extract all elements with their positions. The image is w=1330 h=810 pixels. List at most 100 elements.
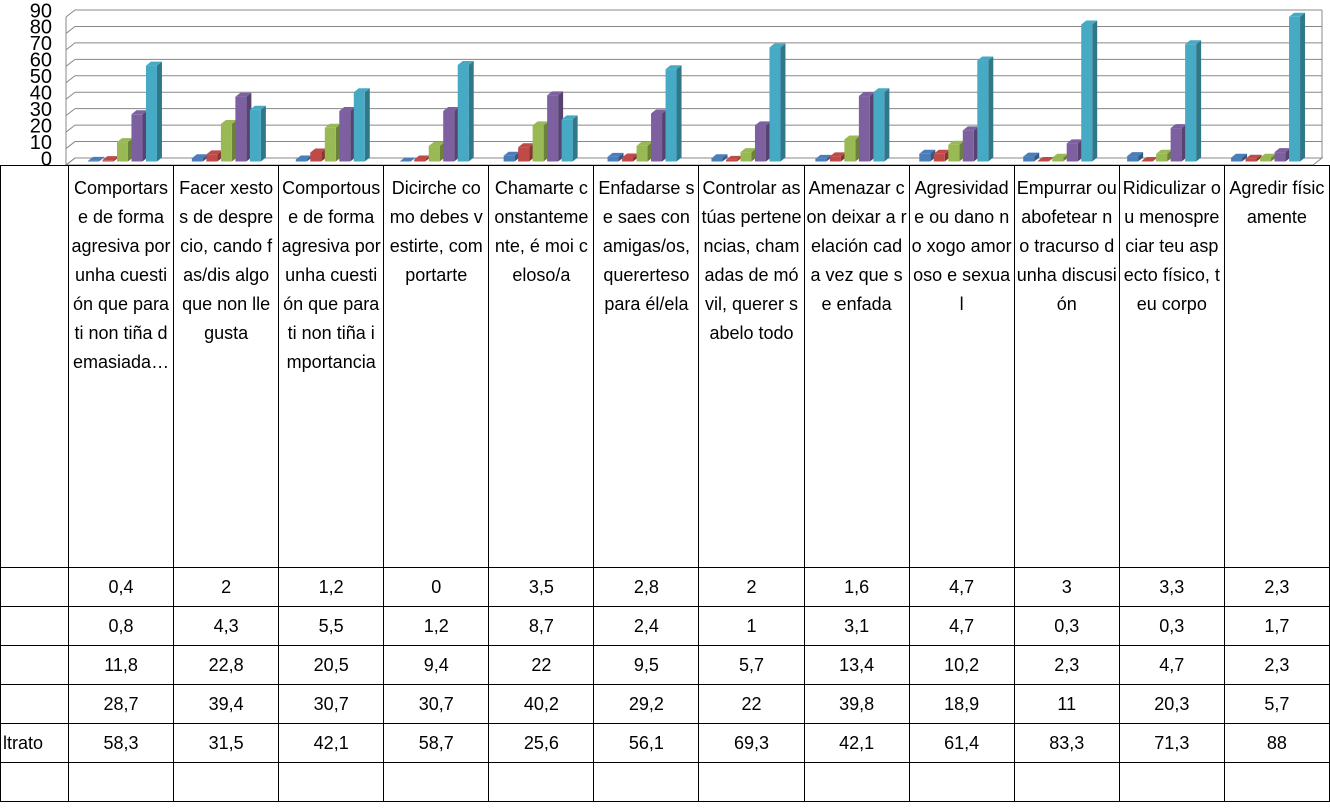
bar	[1081, 24, 1093, 162]
bar-side	[930, 149, 936, 162]
category-label: Ridiculizar ou menospreciar teu aspecto …	[1118, 165, 1225, 568]
value-label: 3	[1013, 567, 1120, 607]
bar	[1274, 152, 1286, 162]
bar-top	[1081, 20, 1098, 25]
bar-top	[1066, 139, 1083, 144]
bar-top	[815, 154, 832, 159]
bar-top	[636, 141, 653, 146]
bar-top	[1037, 157, 1054, 162]
bar	[87, 160, 99, 162]
bar-side	[780, 43, 786, 162]
bar-top	[1052, 153, 1069, 158]
bar-top	[933, 149, 950, 154]
bar-top	[873, 88, 890, 93]
value-label: 4,3	[173, 606, 280, 646]
value-label: 40,2	[488, 684, 595, 724]
value-label: 18,9	[908, 684, 1015, 724]
bar	[1260, 157, 1272, 162]
bar	[844, 139, 856, 162]
bar	[414, 159, 426, 162]
bar	[443, 111, 455, 162]
bar-top	[1245, 154, 1262, 159]
bar	[858, 96, 870, 162]
bar-top	[651, 109, 668, 114]
bar	[532, 125, 544, 162]
bar	[1066, 143, 1078, 162]
grid-line	[65, 124, 1322, 133]
bar-top	[622, 153, 639, 158]
y-tick-label: 50	[30, 66, 52, 88]
value-label: 0,3	[1118, 606, 1225, 646]
empty-cell	[278, 762, 385, 802]
y-tick-label: 0	[41, 148, 52, 170]
bar-top	[518, 143, 535, 148]
empty-cell	[0, 762, 69, 802]
series-name: ltrato	[0, 723, 69, 763]
bar-top	[561, 115, 578, 120]
bar-top	[1170, 124, 1187, 129]
bar-top	[87, 156, 104, 161]
bar-top	[1023, 152, 1040, 157]
value-label: 39,8	[803, 684, 910, 724]
series-name	[0, 567, 69, 607]
bar-side	[1034, 152, 1040, 162]
bar	[324, 127, 336, 162]
bar-top	[414, 155, 431, 160]
series-row: 0,4 2 1,2 0 3,5 2,8 2 1,6 4,7 3 3,3 2,3	[0, 567, 1330, 607]
value-label: 0,8	[67, 606, 175, 646]
bar	[295, 159, 307, 162]
bar	[206, 154, 218, 162]
bar-top	[844, 135, 861, 140]
bar	[754, 125, 766, 162]
bar-top	[769, 43, 786, 48]
value-label: 22,8	[173, 645, 280, 685]
bar	[1127, 156, 1139, 162]
series-row: 0,8 4,3 5,5 1,2 8,7 2,4 1 3,1 4,7 0,3 0,3 1,7	[0, 606, 1330, 646]
grid-line	[65, 9, 1322, 18]
empty-cell	[908, 762, 1015, 802]
value-label: 8,7	[488, 606, 595, 646]
value-label: 22	[488, 645, 595, 685]
value-label: 1,6	[803, 567, 910, 607]
bar-side	[1138, 152, 1144, 162]
bar-top	[428, 142, 445, 147]
y-tick-label: 60	[30, 50, 52, 72]
bar	[503, 155, 515, 162]
value-label: 71,3	[1118, 723, 1225, 763]
bar-top	[665, 65, 682, 70]
bar-top	[399, 157, 416, 162]
empty-cell	[67, 762, 175, 802]
value-label: 10,2	[908, 645, 1015, 685]
bar-top	[948, 140, 965, 145]
bar-top	[1274, 148, 1291, 153]
value-label: 2	[173, 567, 280, 607]
bar-side	[1196, 40, 1202, 162]
bar	[769, 47, 781, 162]
bar-top	[145, 61, 162, 66]
value-label: 29,2	[593, 684, 700, 724]
category-label: Amenazar con deixar a relación cada vez …	[803, 165, 910, 568]
value-label: 0,4	[67, 567, 175, 607]
bar	[235, 96, 247, 162]
value-label: 1,7	[1223, 606, 1330, 646]
grid-line	[65, 141, 1322, 149]
series-name	[0, 606, 69, 646]
series-row: ltrato 58,3 31,5 42,1 58,7 25,6 56,1 69,3 42,1 61…	[0, 723, 1330, 763]
empty-cell	[803, 762, 910, 802]
bar	[725, 159, 737, 162]
bar	[518, 147, 530, 162]
bar-side	[988, 56, 994, 162]
bar-top	[102, 156, 119, 161]
empty-cell	[1013, 762, 1120, 802]
bar-top	[503, 151, 520, 156]
bar-top	[206, 150, 223, 155]
value-label: 20,3	[1118, 684, 1225, 724]
bar-top	[339, 107, 356, 112]
bar-top	[1231, 153, 1248, 158]
bar	[339, 111, 351, 162]
data-table: Comportarse de forma agresiva por unha c…	[0, 165, 1330, 802]
series-row: 28,7 39,4 30,7 30,7 40,2 29,2 22 39,8 18,9 11 20,3…	[0, 684, 1330, 724]
bar	[1052, 157, 1064, 162]
series-name	[0, 684, 69, 724]
bar-top	[1127, 152, 1144, 157]
